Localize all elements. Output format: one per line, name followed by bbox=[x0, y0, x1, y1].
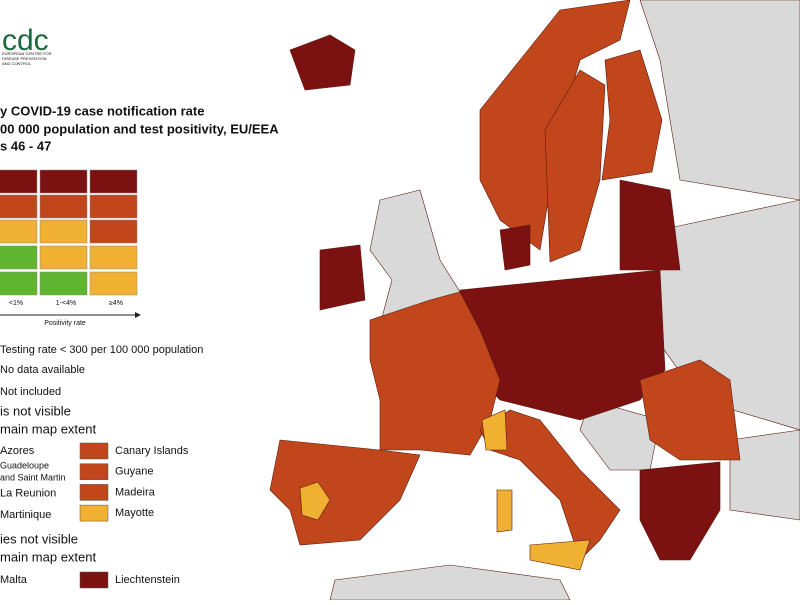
legend-cell bbox=[39, 219, 88, 244]
region-label: Madeira bbox=[115, 486, 156, 498]
legend-cell bbox=[89, 271, 138, 296]
region-label: Canary Islands bbox=[115, 445, 189, 457]
legend-cell bbox=[39, 169, 88, 194]
region-swatch bbox=[79, 504, 109, 522]
region-label: Azores bbox=[0, 445, 35, 457]
region-swatch bbox=[79, 463, 109, 480]
region-swatch bbox=[79, 484, 109, 501]
romania-bulgaria bbox=[639, 359, 741, 461]
region-label: Martinique bbox=[0, 509, 51, 521]
region-label: Malta bbox=[0, 574, 28, 586]
france bbox=[369, 291, 501, 456]
region-label: La Reunion bbox=[0, 488, 56, 500]
logo-text: cdc bbox=[2, 24, 49, 57]
logo-subtitle: EUROPEAN CENTRE FOR bbox=[2, 51, 52, 56]
legend-item: No data available bbox=[0, 364, 85, 376]
iceland bbox=[289, 34, 356, 91]
legend-cell bbox=[0, 219, 38, 244]
region-label: Guadeloupe bbox=[0, 461, 49, 471]
land-non-eu bbox=[329, 564, 571, 601]
land-non-eu bbox=[729, 429, 800, 521]
legend-item: Testing rate < 300 per 100 000 populatio… bbox=[0, 344, 203, 356]
ireland bbox=[319, 244, 366, 311]
region-label: Guyane bbox=[115, 466, 154, 478]
section-heading: main map extent bbox=[0, 421, 96, 436]
north-italy bbox=[481, 409, 508, 451]
legend-cell bbox=[39, 271, 88, 296]
spain bbox=[269, 439, 421, 546]
sardinia bbox=[496, 489, 513, 533]
arrow-head bbox=[135, 312, 141, 318]
section-heading: main map extent bbox=[0, 549, 96, 564]
baltics bbox=[619, 179, 681, 271]
region-swatch bbox=[79, 442, 109, 460]
logo-subtitle: AND CONTROL bbox=[2, 61, 32, 66]
title: s 46 - 47 bbox=[0, 138, 51, 153]
sweden bbox=[544, 69, 606, 263]
legend-cell bbox=[0, 194, 38, 219]
legend-cell bbox=[89, 194, 138, 219]
denmark bbox=[499, 224, 531, 271]
axis-label: Positivity rate bbox=[44, 320, 86, 327]
section-heading: ies not visible bbox=[0, 531, 78, 546]
land-non-eu bbox=[639, 0, 800, 201]
region-label: and Saint Martin bbox=[0, 473, 66, 483]
finland bbox=[601, 49, 663, 181]
region-swatch bbox=[79, 571, 109, 589]
sicily bbox=[529, 539, 591, 571]
italy bbox=[479, 409, 621, 561]
legend-cell bbox=[0, 245, 38, 270]
legend-cell bbox=[89, 245, 138, 270]
legend-cell bbox=[39, 194, 88, 219]
legend-item: Not included bbox=[0, 386, 61, 398]
legend-cell bbox=[0, 271, 38, 296]
title: y COVID-19 case notification rate bbox=[0, 103, 204, 118]
region-label: Liechtenstein bbox=[115, 574, 180, 586]
map bbox=[269, 0, 800, 601]
section-heading: is not visible bbox=[0, 403, 71, 418]
legend-cell bbox=[0, 169, 38, 194]
madrid bbox=[299, 481, 331, 521]
legend-cell bbox=[39, 245, 88, 270]
column-label: <1% bbox=[9, 300, 23, 307]
legend-cell bbox=[89, 219, 138, 244]
legend-cell bbox=[89, 169, 138, 194]
logo-subtitle: DISEASE PREVENTION bbox=[2, 56, 47, 61]
region-label: Mayotte bbox=[115, 507, 154, 519]
column-label: 1-<4% bbox=[56, 300, 76, 307]
column-label: ≥4% bbox=[109, 300, 123, 307]
title: 00 000 population and test positivity, E… bbox=[0, 121, 279, 136]
greece bbox=[639, 461, 721, 561]
